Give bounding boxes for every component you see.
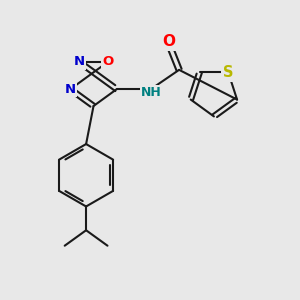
Text: S: S	[223, 65, 233, 80]
Text: O: O	[102, 56, 113, 68]
Text: N: N	[65, 83, 76, 96]
Text: O: O	[162, 34, 175, 49]
Text: N: N	[74, 56, 85, 68]
Text: NH: NH	[141, 86, 162, 99]
